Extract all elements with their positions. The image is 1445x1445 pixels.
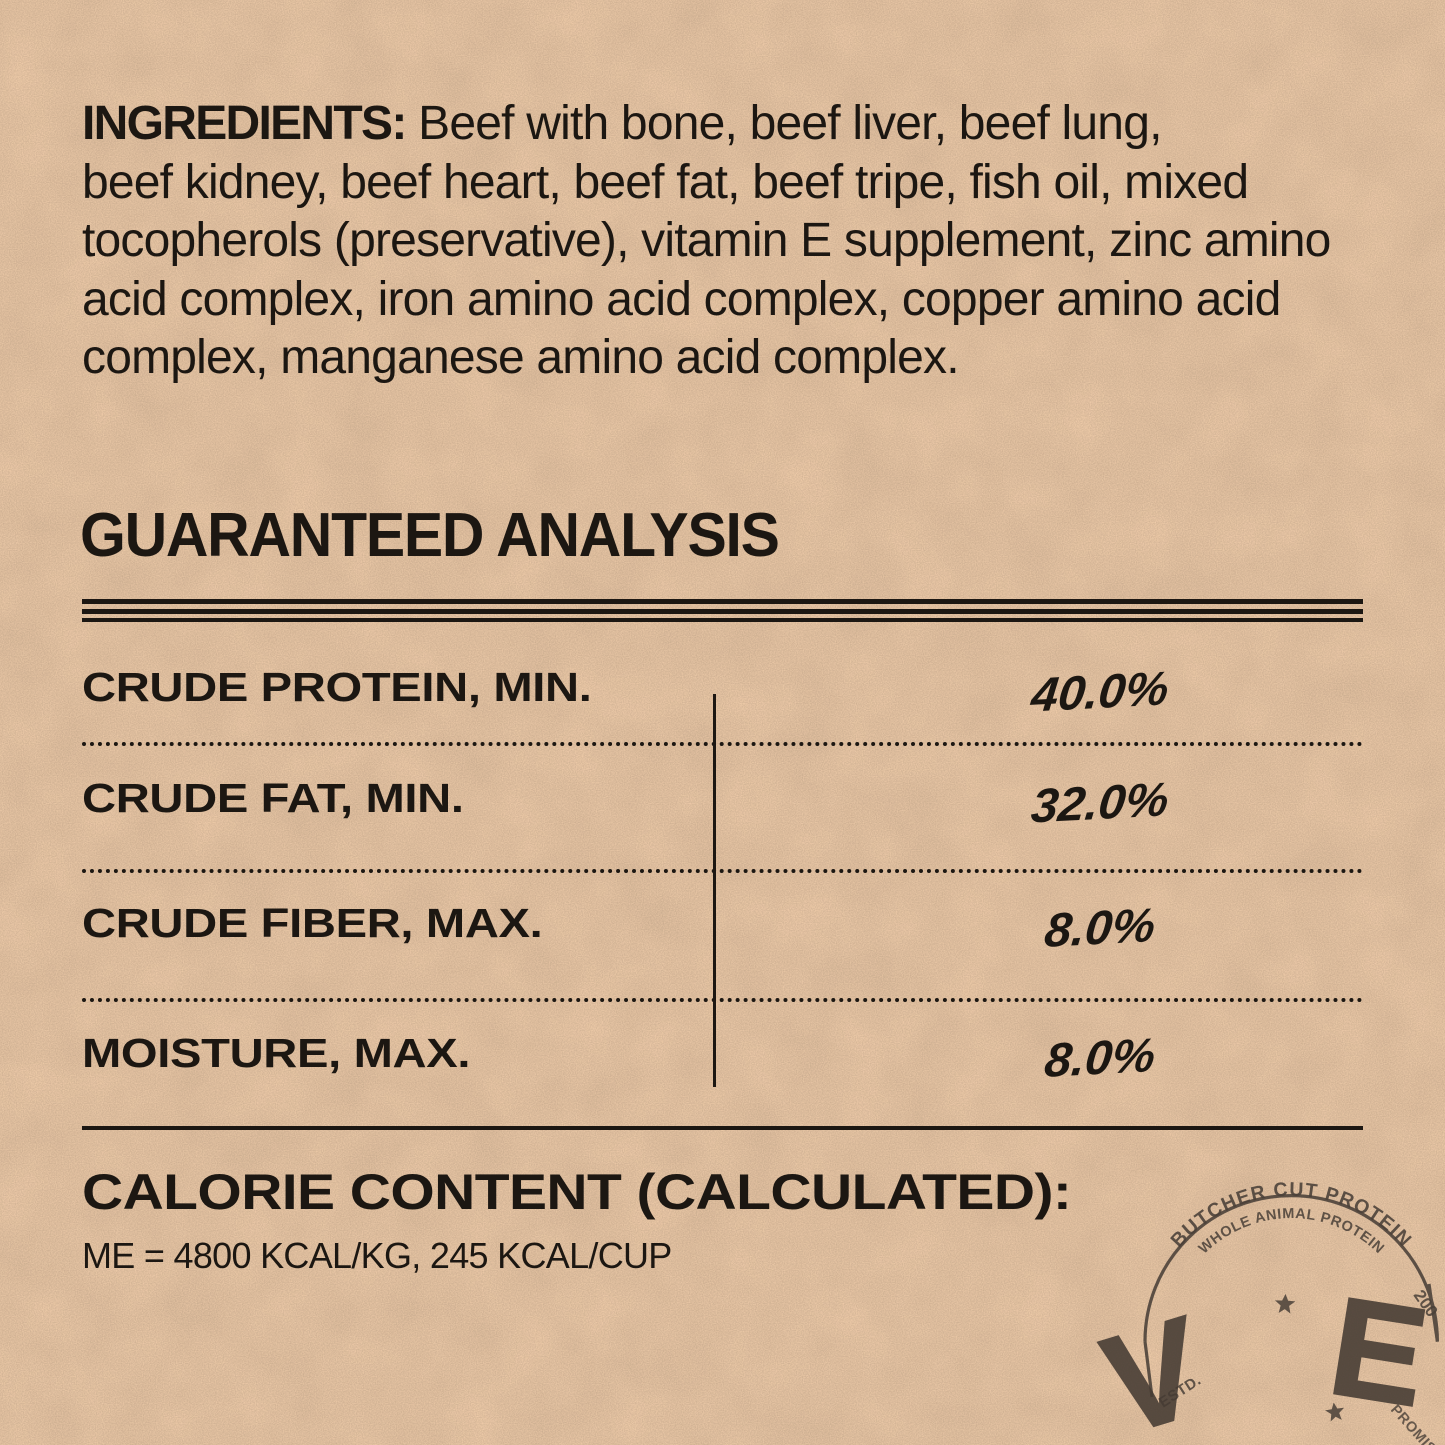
svg-text:V: V bbox=[1090, 1286, 1214, 1445]
svg-text:E: E bbox=[1320, 1267, 1431, 1436]
